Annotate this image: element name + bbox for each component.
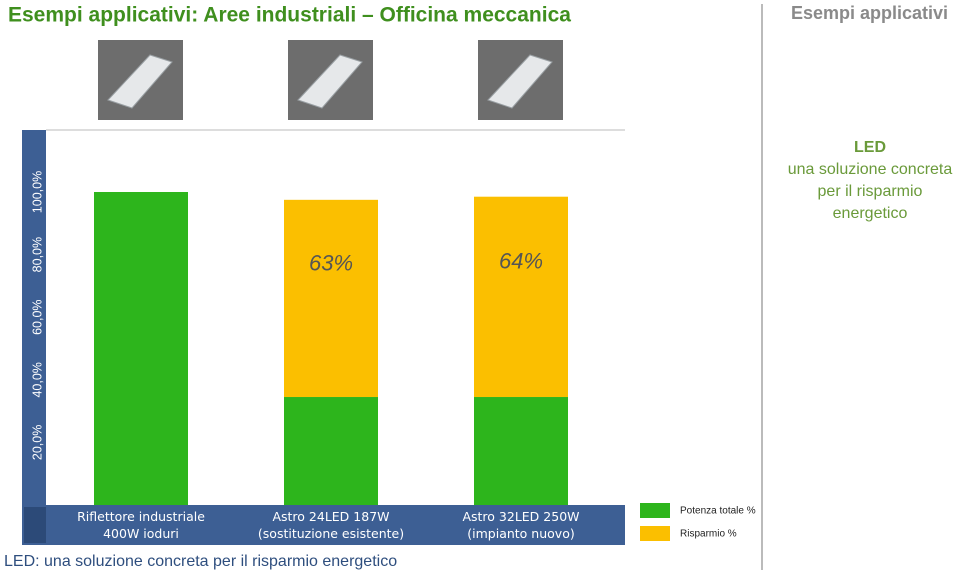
bar-segment [474, 196, 568, 398]
side-note-line: LED [854, 139, 886, 156]
category-band [22, 505, 625, 545]
lamp-images [98, 40, 563, 120]
y-tick-label: 80,0% [30, 237, 44, 272]
y-tick-label: 100,0% [30, 171, 44, 213]
category-corner [24, 507, 46, 543]
y-axis-band [22, 130, 46, 505]
side-note-line: energetico [833, 205, 908, 222]
y-tick-label: 40,0% [30, 362, 44, 397]
legend-swatch [640, 503, 670, 518]
value-label: 63% [309, 251, 353, 276]
legend-label: Risparmio % [680, 529, 737, 540]
value-label: 64% [499, 249, 543, 274]
slide-title: Esempi applicativi: Aree industriali – O… [8, 4, 571, 27]
bar-segment [284, 199, 378, 398]
bar-segment [94, 192, 188, 505]
footer: LED: una soluzione concreta per il rispa… [4, 553, 397, 570]
side-note-line: una soluzione concreta [788, 161, 953, 178]
x-tick-label: Astro 24LED 187W (sostituzione esistente… [257, 509, 405, 541]
x-tick-label: Astro 32LED 250W (impianto nuovo) [462, 509, 580, 541]
section-title: Esempi applicativi [791, 3, 948, 23]
bar-segment [474, 397, 568, 505]
x-tick-label: Riflettore industriale 400W ioduri [77, 509, 205, 541]
bar-segment [284, 397, 378, 505]
y-tick-label: 60,0% [30, 299, 44, 334]
legend-label: Potenza totale % [680, 506, 756, 517]
legend-swatch [640, 526, 670, 541]
y-tick-label: 20,0% [30, 425, 44, 460]
side-note-line: per il risparmio [818, 183, 923, 200]
